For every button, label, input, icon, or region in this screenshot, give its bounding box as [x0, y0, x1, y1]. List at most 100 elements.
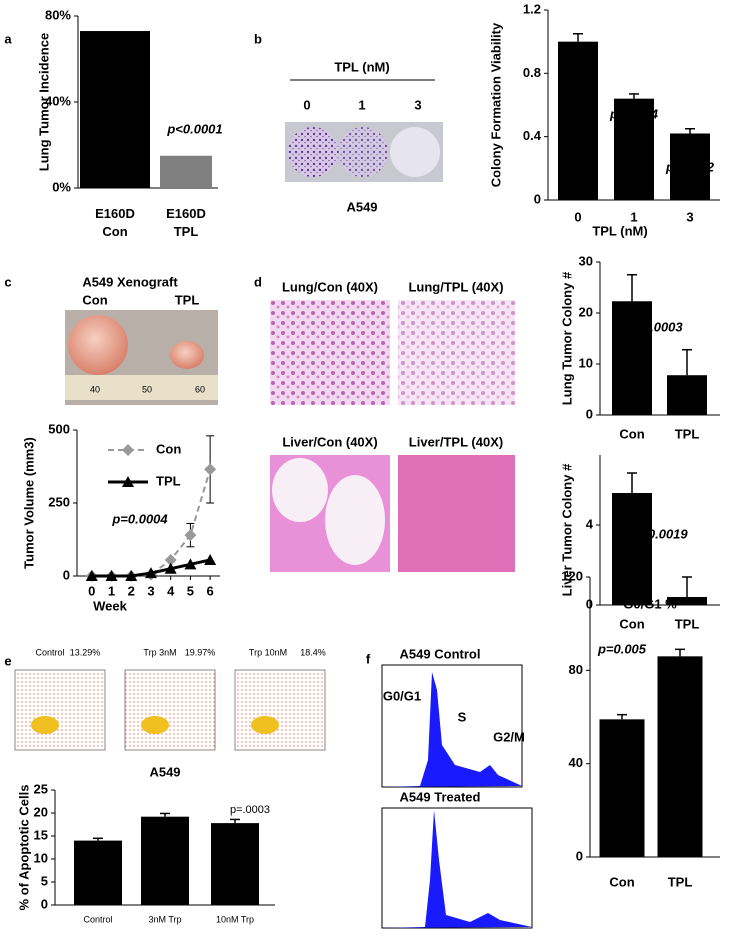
y-tick-label: 0 [41, 896, 48, 911]
image-label: Liver/Con (40X) [282, 434, 377, 449]
bar [667, 597, 707, 605]
bar [670, 133, 710, 200]
bar [80, 31, 150, 188]
chart-title: G0/G1 % [623, 596, 677, 611]
annotation: p<0.0001 [166, 121, 222, 136]
y-tick-label: 25 [34, 781, 48, 796]
bar [599, 719, 645, 857]
legend-marker [122, 444, 134, 456]
annotation: p=0.005 [597, 641, 647, 656]
annotation: p=.0003 [230, 804, 270, 816]
y-axis-label: Liver Tumor Colony # [559, 463, 574, 596]
y-tick-label: 0 [586, 596, 593, 611]
y-axis-label: % of Apoptotic Cells [16, 785, 31, 911]
well [338, 127, 388, 177]
image-label: Lung/Con (40X) [282, 279, 378, 294]
bar [160, 155, 212, 188]
x-tick-label: Con [619, 426, 644, 441]
tumor [170, 341, 204, 369]
image-percent: 18.4% [300, 647, 326, 657]
marker [105, 570, 118, 581]
y-tick-label: 0.8 [523, 65, 541, 80]
y-tick-label: 10 [34, 850, 48, 865]
legend-marker [122, 476, 134, 487]
bar [612, 493, 652, 605]
x-tick-label: Control [83, 914, 112, 924]
well [288, 127, 338, 177]
legend-label: TPL [156, 473, 181, 488]
marker [184, 529, 197, 542]
image-label: TPL [175, 292, 200, 307]
panel-d-images [270, 300, 515, 572]
y-axis-label: Lung Tumor Colony # [559, 271, 574, 405]
y-tick-label: 4 [586, 516, 594, 531]
y-tick-label: 10 [579, 355, 593, 370]
x-axis-label: Week [93, 598, 127, 613]
x-tick-label: 0 [88, 583, 95, 598]
y-axis-label: Lung Tumor Incidence [36, 33, 51, 171]
panel-e-images [14, 669, 326, 751]
panel-label: b [254, 31, 262, 46]
x-tick-label: 1 [630, 209, 637, 224]
x-tick-label: 1 [108, 583, 115, 598]
well [390, 127, 440, 177]
micrograph [398, 300, 515, 405]
image-percent: 19.97% [185, 647, 216, 657]
ruler-label: 60 [195, 384, 205, 394]
x-tick-label: 5 [187, 583, 194, 598]
bar [74, 840, 122, 905]
panel-label: c [4, 274, 11, 289]
bar [657, 656, 703, 857]
y-tick-label: 40 [569, 755, 583, 770]
image-caption: A549 [346, 199, 377, 214]
bar [558, 41, 598, 200]
marker [204, 463, 217, 476]
image-title: A549 Treated [400, 789, 481, 804]
y-tick-label: 80 [569, 662, 583, 677]
image-label: Liver/TPL (40X) [409, 434, 503, 449]
x-tick-label: Con [619, 616, 644, 631]
x-tick-label: 0 [574, 209, 581, 224]
y-tick-label: 0.4 [523, 128, 542, 143]
tumor [68, 315, 128, 375]
image-label: Trp 10nM [249, 647, 287, 657]
micrograph [398, 455, 515, 572]
x-tick-label: 3 [686, 209, 693, 224]
x-tick-label: E160D TPL [166, 206, 206, 239]
panel-label: a [4, 31, 12, 46]
phase-label: S [458, 709, 467, 724]
image-label: Control [35, 647, 64, 657]
y-tick-label: 15 [34, 827, 48, 842]
flow-population [251, 716, 279, 734]
y-tick-label: 0 [63, 567, 70, 582]
flow-plot [124, 669, 216, 751]
annotation: p=0.0004 [111, 511, 168, 526]
dose-label: 0 [303, 97, 310, 112]
image-header: TPL (nM) [334, 59, 389, 74]
y-tick-label: 0 [586, 406, 593, 421]
y-tick-label: 0 [534, 191, 541, 206]
x-tick-label: Con [609, 874, 634, 889]
y-tick-label: 30 [579, 253, 593, 268]
panel-label: d [254, 274, 262, 289]
x-tick-label: E160D Con [95, 206, 135, 239]
y-tick-label: 0% [52, 179, 71, 194]
flow-population [141, 716, 169, 734]
image-label: Trp 3nM [143, 647, 176, 657]
x-tick-label: TPL [675, 616, 700, 631]
panel-label: f [366, 651, 371, 666]
panel-label: e [4, 653, 11, 668]
x-axis-label: TPL (nM) [592, 223, 647, 238]
histogram [382, 672, 522, 787]
colony [325, 475, 385, 565]
panel-c-image [65, 310, 218, 405]
y-axis-label: Tumor Volume (mm3) [21, 437, 36, 569]
flow-population [31, 716, 59, 734]
ruler-label: 40 [90, 384, 100, 394]
micrograph [270, 300, 390, 405]
image-caption: A549 [149, 764, 180, 779]
image-title: A549 Xenograft [82, 274, 178, 289]
marker [184, 558, 197, 570]
image-title: A549 Control [400, 646, 481, 661]
